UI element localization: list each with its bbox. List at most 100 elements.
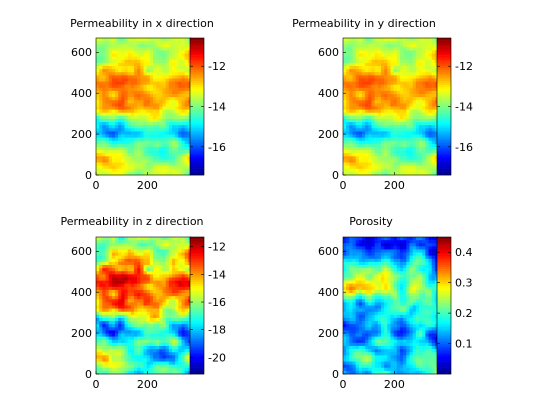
heatmap-cell [381, 243, 385, 247]
heatmap-cell [143, 97, 147, 101]
heatmap-cell [108, 237, 113, 241]
heatmap-cell [352, 118, 356, 123]
heatmap-cell [381, 171, 385, 176]
heatmap-cell [121, 159, 125, 163]
heatmap-cell [412, 78, 417, 82]
heatmap-cell [381, 90, 385, 95]
heatmap-cell [390, 122, 394, 126]
colorbar-segment [190, 241, 204, 244]
heatmap [343, 38, 439, 176]
heatmap-cell [149, 308, 154, 313]
heatmap-cell [406, 153, 410, 157]
heatmap-cell [355, 62, 360, 67]
heatmap-cell [377, 156, 382, 160]
heatmap-cell [412, 143, 417, 148]
heatmap-cell [434, 261, 439, 266]
heatmap-cell [178, 44, 182, 48]
heatmap-cell [102, 75, 106, 79]
heatmap-cell [162, 47, 166, 51]
heatmap-cell [102, 150, 106, 154]
heatmap-cell [134, 134, 138, 138]
heatmap-cell [149, 112, 154, 117]
heatmap-cell [111, 249, 116, 253]
heatmap-cell [365, 171, 369, 176]
heatmap-cell [346, 274, 350, 278]
heatmap-cell [381, 153, 385, 157]
heatmap-cell [393, 246, 398, 250]
heatmap-cell [406, 41, 410, 45]
colorbar-segment [190, 157, 204, 161]
heatmap-cell [368, 143, 372, 148]
heatmap-cell [168, 75, 173, 79]
heatmap-cell [175, 100, 179, 104]
heatmap-cell [368, 41, 372, 45]
heatmap-cell [187, 339, 192, 344]
heatmap-cell [187, 342, 192, 347]
heatmap-cell [124, 249, 128, 253]
heatmap-cell [105, 314, 109, 319]
heatmap-cell [384, 240, 388, 244]
heatmap-cell [396, 156, 401, 160]
y-tick-label: 400 [318, 87, 339, 100]
heatmap-cell [140, 302, 144, 306]
heatmap-cell [362, 274, 366, 278]
heatmap-cell [362, 296, 366, 300]
heatmap-cell [377, 50, 382, 54]
heatmap-cell [134, 324, 138, 328]
heatmap-cell [165, 53, 170, 57]
heatmap-cell [108, 305, 113, 309]
heatmap-cell [111, 81, 116, 85]
heatmap-cell [184, 47, 189, 51]
colorbar-ticks: -12-14-16-18-20 [190, 241, 226, 364]
heatmap-cell [431, 168, 436, 173]
heatmap-cell [115, 159, 119, 163]
heatmap-cell [96, 321, 100, 325]
heatmap-cell [137, 255, 141, 260]
heatmap-cell [428, 293, 432, 297]
heatmap-cell [146, 302, 151, 306]
heatmap-cell [149, 305, 154, 309]
heatmap-cell [365, 109, 369, 114]
heatmap-cell [137, 131, 141, 135]
heatmap-cell [172, 345, 176, 350]
heatmap-cell [96, 358, 100, 362]
heatmap-cell [419, 94, 423, 98]
heatmap-cell [343, 268, 347, 272]
heatmap-cell [390, 293, 394, 297]
heatmap-cell [181, 87, 185, 92]
heatmap-cell [412, 289, 417, 294]
heatmap-cell [111, 162, 116, 166]
heatmap-cell [111, 153, 116, 157]
heatmap-cell [105, 125, 109, 129]
heatmap-cell [111, 171, 116, 176]
heatmap-cell [102, 268, 106, 272]
heatmap-cell [165, 261, 170, 266]
heatmap-cell [387, 50, 391, 54]
heatmap-cell [162, 293, 166, 297]
heatmap-cell [127, 128, 132, 132]
heatmap-cell [371, 112, 375, 117]
heatmap-cell [368, 78, 372, 82]
heatmap-cell [352, 59, 356, 64]
heatmap-cell [111, 345, 116, 350]
heatmap-cell [352, 90, 356, 95]
heatmap-cell [377, 143, 382, 148]
heatmap-cell [349, 156, 353, 160]
heatmap-cell [156, 361, 160, 365]
heatmap-cell [178, 109, 182, 114]
heatmap-cell [403, 249, 407, 253]
heatmap-cell [137, 146, 141, 151]
heatmap-cell [393, 62, 398, 67]
heatmap-cell [130, 50, 135, 54]
heatmap-cell [396, 131, 401, 135]
heatmap-cell [374, 274, 379, 278]
heatmap-cell [102, 72, 106, 76]
y-tick-label: 600 [71, 245, 92, 258]
heatmap-cell [153, 162, 157, 166]
heatmap-cell [343, 146, 347, 151]
heatmap-cell [127, 50, 132, 54]
heatmap-cell [409, 90, 413, 95]
heatmap-cell [419, 90, 423, 95]
heatmap-cell [396, 277, 401, 281]
heatmap-cell [115, 317, 119, 322]
